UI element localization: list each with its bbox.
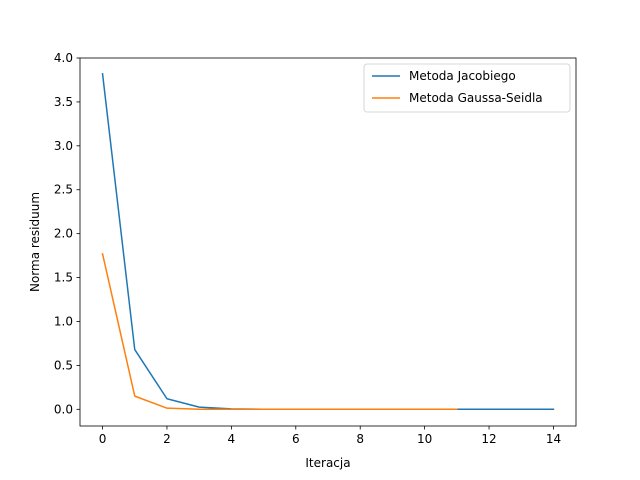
y-tick-label: 0.0 bbox=[54, 402, 73, 416]
x-axis-label: Iteracja bbox=[305, 456, 350, 470]
y-tick-label: 2.5 bbox=[54, 183, 73, 197]
series-line-0 bbox=[101, 72, 555, 411]
legend: Metoda Jacobiego Metoda Gaussa-Seidla bbox=[363, 63, 571, 113]
y-tick-label: 3.0 bbox=[54, 139, 73, 153]
x-tick-label: 4 bbox=[228, 432, 236, 446]
y-tick-label: 0.5 bbox=[54, 358, 73, 372]
plot-area bbox=[101, 72, 555, 411]
y-tick-label: 4.0 bbox=[54, 51, 73, 65]
y-tick-label: 1.0 bbox=[54, 314, 73, 328]
y-tick-label: 1.5 bbox=[54, 271, 73, 285]
y-axis-label: Norma residuum bbox=[28, 192, 42, 292]
legend-box bbox=[363, 63, 571, 113]
axes: 0 2 4 6 8 10 12 14 0.0 0.5 1.0 1.5 2.0 2.5 3.0 3.5 4.0 bbox=[54, 51, 577, 446]
axes-frame bbox=[79, 57, 577, 427]
legend-label-1: Metoda Gaussa-Seidla bbox=[409, 91, 543, 105]
x-tick-label: 12 bbox=[481, 432, 496, 446]
y-tick-label: 2.0 bbox=[54, 227, 73, 241]
x-tick-label: 2 bbox=[163, 432, 171, 446]
y-tick-label: 3.5 bbox=[54, 95, 73, 109]
x-tick-label: 8 bbox=[356, 432, 364, 446]
x-tick-label: 10 bbox=[417, 432, 432, 446]
legend-label-0: Metoda Jacobiego bbox=[409, 69, 516, 83]
series-line-1 bbox=[101, 252, 458, 411]
x-tick-label: 0 bbox=[99, 432, 107, 446]
x-tick-label: 6 bbox=[292, 432, 300, 446]
x-tick-label: 14 bbox=[546, 432, 561, 446]
